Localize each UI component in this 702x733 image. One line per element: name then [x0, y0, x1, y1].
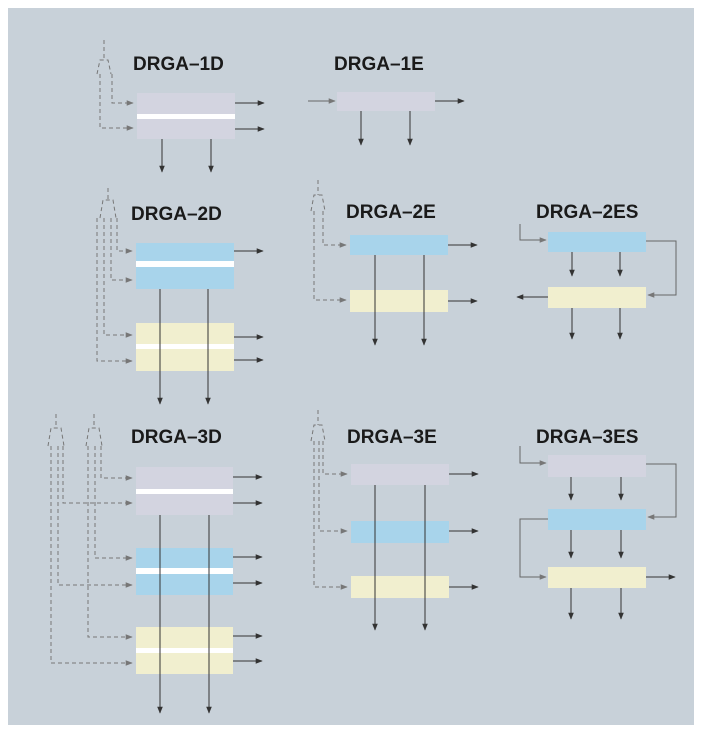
drga-3e-stage-2 — [351, 521, 449, 543]
drga-2e-stage-2 — [350, 290, 448, 312]
drga-1e-label: DRGA–1E — [334, 54, 424, 75]
drga-1e-stage — [337, 92, 435, 111]
drga-3e-valve-icon — [310, 410, 326, 442]
drga-3es-stage-2 — [548, 509, 646, 530]
drga-2es-stage-2 — [548, 287, 646, 308]
drga-2d-separator-2 — [136, 344, 234, 349]
drga-3d-valve-icon-2 — [85, 414, 103, 447]
drga-3d-label: DRGA–3D — [131, 427, 222, 448]
drga-2es-stage-1 — [548, 232, 646, 252]
drga-2d-separator-1 — [136, 261, 234, 267]
drga-3es-label: DRGA–3ES — [536, 427, 638, 448]
drga-2e-stage-1 — [350, 235, 448, 255]
drga-3e-stage-1 — [351, 464, 449, 485]
drga-1d: DRGA–1D — [96, 40, 265, 173]
drga-3e: DRGA–3E — [310, 410, 479, 631]
drga-1d-label: DRGA–1D — [133, 54, 224, 75]
drga-1d-valve-icon — [96, 40, 112, 75]
drga-3es-stage-3 — [548, 567, 646, 588]
drga-3d: DRGA–3D — [47, 414, 263, 714]
drga-3e-label: DRGA–3E — [347, 427, 437, 448]
drga-2es: DRGA–2ES — [516, 202, 677, 340]
drga-2d: DRGA–2D — [96, 188, 264, 405]
drga-1e: DRGA–1E — [308, 54, 465, 146]
drga-2e-label: DRGA–2E — [346, 202, 436, 223]
drga-2e-valve-icon — [310, 180, 326, 212]
drga-3d-separator-1 — [136, 489, 233, 494]
drga-2d-label: DRGA–2D — [131, 204, 222, 225]
drga-3d-valve-icon-1 — [47, 414, 65, 447]
diagram-panel — [8, 8, 694, 725]
drga-1d-separator — [137, 114, 235, 119]
drga-3d-separator-2 — [136, 568, 233, 574]
drga-3e-stage-3 — [351, 576, 449, 598]
drga-3d-separator-3 — [136, 648, 233, 653]
drga-2d-valve-icon — [99, 188, 117, 219]
drga-2e: DRGA–2E — [310, 180, 478, 346]
drga-3es-stage-1 — [548, 455, 646, 477]
drga-2es-label: DRGA–2ES — [536, 202, 638, 223]
drga-3es: DRGA–3ES — [519, 427, 677, 620]
